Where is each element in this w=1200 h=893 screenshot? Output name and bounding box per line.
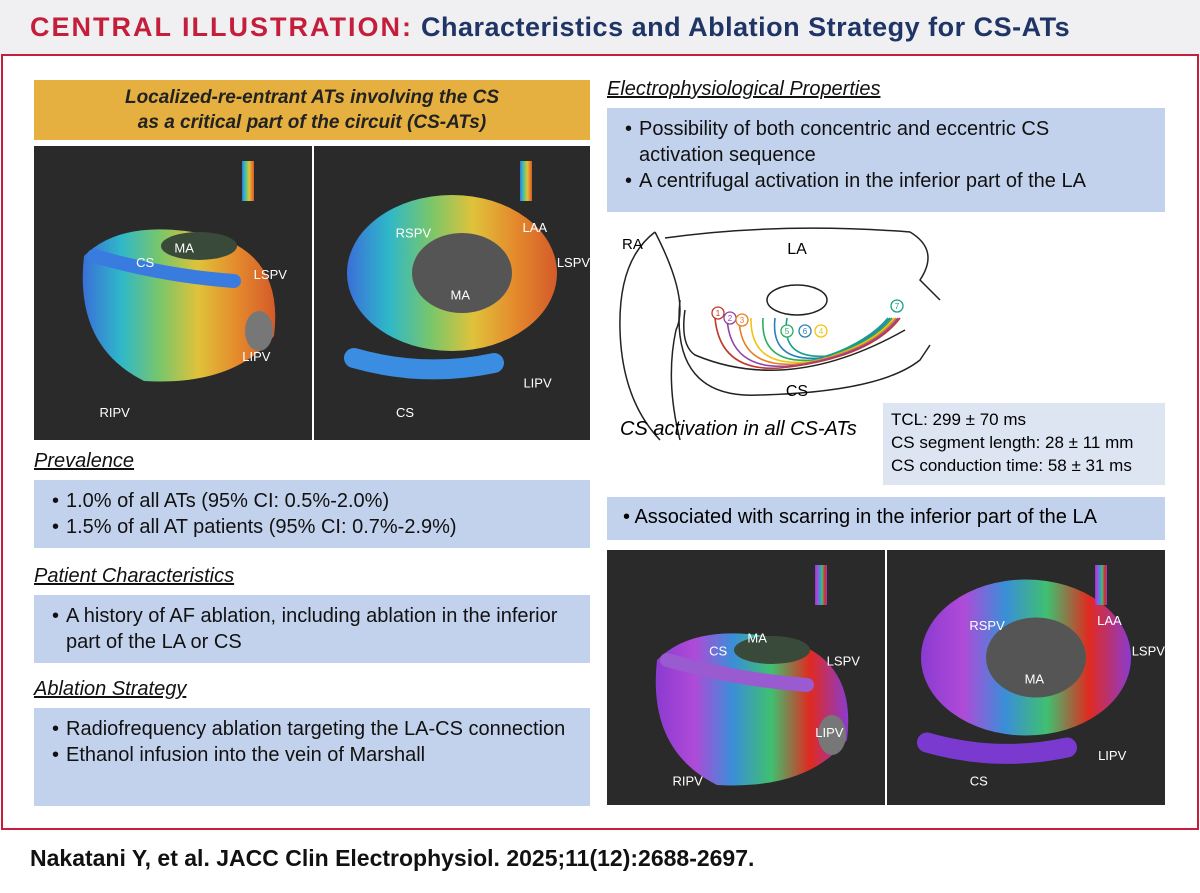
marker-circle xyxy=(711,306,725,320)
stat: TCL: 299 ± 70 ms xyxy=(891,410,1026,429)
activation-curve xyxy=(773,317,891,360)
marker-circle xyxy=(798,324,812,338)
activation-curve xyxy=(738,317,897,366)
color-scale xyxy=(815,565,827,605)
marker-label: 5 xyxy=(785,327,790,336)
map-label: LIPV xyxy=(815,725,844,740)
banner-line: as a critical part of the circuit (CS-AT… xyxy=(137,112,487,133)
la-outline xyxy=(664,227,941,396)
map-label: RSPV xyxy=(969,618,1005,633)
map-label: MA xyxy=(174,240,194,255)
map-label: RSPV xyxy=(396,226,432,241)
cs-outline xyxy=(683,309,906,371)
diagram-label: LA xyxy=(787,241,807,258)
activation-curve xyxy=(714,317,901,370)
banner: Localized-re-entrant ATs involving the C… xyxy=(34,80,590,140)
marker-circle xyxy=(780,324,794,338)
map-label: LIPV xyxy=(242,349,271,364)
map-part xyxy=(917,732,1077,764)
map-part xyxy=(818,715,846,755)
color-scale xyxy=(242,161,254,201)
header-label: CENTRAL ILLUSTRATION: xyxy=(30,12,413,42)
section-heading: Patient Characteristics xyxy=(34,565,235,587)
map-part xyxy=(734,636,810,664)
section-heading: Prevalence xyxy=(34,450,135,472)
marker-label: 7 xyxy=(895,302,900,311)
map-part xyxy=(245,311,273,351)
section-box: A history of AF ablation, including abla… xyxy=(34,595,590,663)
stat: CS conduction time: 58 ± 31 ms xyxy=(891,456,1132,475)
map-label: MA xyxy=(1025,671,1045,686)
marker-circle xyxy=(814,324,828,338)
marker-label: 2 xyxy=(728,314,733,323)
activation-curve xyxy=(762,317,893,362)
activation-curve xyxy=(785,317,889,358)
frame xyxy=(1,54,1199,830)
map-part xyxy=(660,653,814,692)
map-label: LSPV xyxy=(557,255,591,270)
marker-circle xyxy=(735,313,749,327)
map-label: LIPV xyxy=(1098,748,1127,763)
map-label: MA xyxy=(747,631,767,646)
map-part xyxy=(412,233,512,313)
section-box: 1.0% of all ATs (95% CI: 0.5%-2.0%)1.5% … xyxy=(34,480,590,548)
section-box: Radiofrequency ablation targeting the LA… xyxy=(34,708,590,806)
scarring-box: Associated with scarring in the inferior… xyxy=(607,497,1165,540)
color-scale xyxy=(520,161,532,201)
map-label: LSPV xyxy=(1132,643,1166,658)
map-part xyxy=(986,617,1086,698)
diagram-label: CS xyxy=(786,383,808,400)
banner-line: Localized-re-entrant ATs involving the C… xyxy=(124,87,500,108)
map-label: LAA xyxy=(523,220,548,235)
bullet-item: Ethanol infusion into the vein of Marsha… xyxy=(52,742,580,768)
marker-label: 6 xyxy=(803,327,808,336)
marker-circle xyxy=(890,299,904,313)
la-inner xyxy=(766,284,828,316)
section-heading: Electrophysiological Properties xyxy=(607,78,881,100)
map-label: MA xyxy=(451,287,471,302)
bullet-item: Radiofrequency ablation targeting the LA… xyxy=(52,716,580,742)
map-label: CS xyxy=(970,773,988,788)
map-label: LSPV xyxy=(827,654,861,669)
header: CENTRAL ILLUSTRATION: Characteristics an… xyxy=(0,0,1200,54)
map-label: LSPV xyxy=(254,267,288,282)
map-label: RIPV xyxy=(99,405,130,420)
activation-curve xyxy=(750,317,895,364)
map-part xyxy=(87,249,241,288)
bullet-item: Possibility of both concentric and eccen… xyxy=(625,116,1105,168)
map-label: RIPV xyxy=(672,773,703,788)
section-box: Possibility of both concentric and eccen… xyxy=(607,108,1165,212)
map-label: CS xyxy=(709,643,727,658)
map-label: LIPV xyxy=(523,376,552,391)
bullet-item: 1.0% of all ATs (95% CI: 0.5%-2.0%) xyxy=(52,488,580,514)
citation: Nakatani Y, et al. JACC Clin Electrophys… xyxy=(30,845,755,871)
marker-label: 1 xyxy=(716,309,721,318)
activation-curve xyxy=(726,317,899,368)
map-label: CS xyxy=(136,255,154,270)
stats-box: TCL: 299 ± 70 ms CS segment length: 28 ±… xyxy=(883,403,1165,485)
map-part xyxy=(344,348,504,380)
marker-label: 3 xyxy=(740,316,745,325)
map-label: CS xyxy=(396,405,414,420)
header-title: CENTRAL ILLUSTRATION: Characteristics an… xyxy=(30,12,1070,43)
marker-label: 4 xyxy=(819,327,824,336)
map-part xyxy=(161,232,237,260)
section-heading: Ablation Strategy xyxy=(34,678,187,700)
header-text: Characteristics and Ablation Strategy fo… xyxy=(420,12,1071,42)
bullet-item: 1.5% of all AT patients (95% CI: 0.7%-2.… xyxy=(52,514,580,540)
stat: CS segment length: 28 ± 11 mm xyxy=(891,433,1134,452)
map-label: LAA xyxy=(1097,613,1122,628)
diagram-label: RA xyxy=(622,236,643,253)
bullet-item: A history of AF ablation, including abla… xyxy=(52,603,580,655)
color-scale xyxy=(1095,565,1107,605)
bullet-item: A centrifugal activation in the inferior… xyxy=(625,168,1105,194)
diagram-caption: CS activation in all CS-ATs xyxy=(620,418,857,440)
ra-outline xyxy=(619,231,681,441)
